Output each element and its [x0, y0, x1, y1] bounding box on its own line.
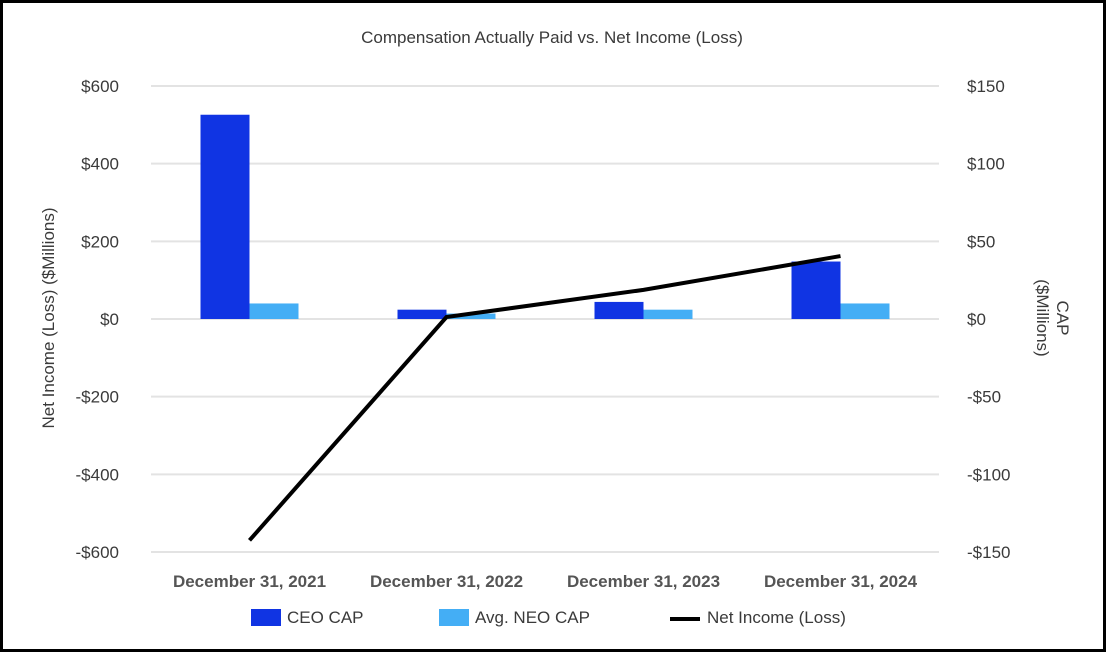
category-label: December 31, 2022 — [370, 572, 523, 591]
left-tick-label: $600 — [81, 77, 119, 96]
right-tick-label: -$100 — [967, 465, 1010, 484]
left-tick-label: $400 — [81, 155, 119, 174]
left-tick-label: -$600 — [76, 543, 119, 562]
bar-ceo-cap-2 — [594, 301, 644, 319]
legend-swatch-avg-neo-cap — [439, 609, 469, 626]
category-label: December 31, 2024 — [764, 572, 918, 591]
chart-title: Compensation Actually Paid vs. Net Incom… — [361, 28, 743, 47]
bar-avg-neo-cap-3 — [840, 303, 890, 319]
left-tick-label: -$200 — [76, 388, 119, 407]
right-tick-label: $150 — [967, 77, 1005, 96]
left-axis-label: Net Income (Loss) ($Millions) — [39, 207, 58, 428]
right-axis-label-line1: CAP — [1053, 301, 1072, 336]
legend-label-ceo-cap: CEO CAP — [287, 608, 364, 627]
line-net-income — [248, 254, 841, 542]
net-income-line — [248, 254, 841, 542]
right-tick-label: $100 — [967, 155, 1005, 174]
category-labels: December 31, 2021 December 31, 2022 Decemb… — [173, 572, 918, 591]
category-label: December 31, 2023 — [567, 572, 720, 591]
bar-avg-neo-cap-0 — [249, 303, 299, 319]
right-axis-ticks: $150 $100 $50 $0 -$50 -$100 -$150 — [967, 77, 1010, 562]
legend: CEO CAP Avg. NEO CAP Net Income (Loss) — [251, 608, 846, 627]
bar-ceo-cap-0 — [200, 114, 250, 319]
bars — [200, 114, 890, 319]
left-axis-ticks: $600 $400 $200 $0 -$200 -$400 -$600 — [76, 77, 119, 562]
bar-avg-neo-cap-2 — [643, 309, 693, 319]
bar-ceo-cap-3 — [791, 261, 841, 319]
bar-ceo-cap-1 — [397, 309, 447, 319]
left-tick-label: $200 — [81, 232, 119, 251]
right-tick-label: -$50 — [967, 388, 1001, 407]
category-label: December 31, 2021 — [173, 572, 326, 591]
bar-avg-neo-cap-1 — [446, 313, 496, 319]
left-tick-label: -$400 — [76, 465, 119, 484]
right-tick-label: $50 — [967, 232, 995, 251]
right-tick-label: $0 — [967, 310, 986, 329]
right-tick-label: -$150 — [967, 543, 1010, 562]
legend-label-avg-neo-cap: Avg. NEO CAP — [475, 608, 590, 627]
right-axis-label-line2: ($Millions) — [1033, 279, 1052, 356]
chart-svg: Compensation Actually Paid vs. Net Incom… — [39, 28, 1072, 627]
legend-label-net-income: Net Income (Loss) — [707, 608, 846, 627]
left-tick-label: $0 — [100, 310, 119, 329]
legend-swatch-ceo-cap — [251, 609, 281, 626]
